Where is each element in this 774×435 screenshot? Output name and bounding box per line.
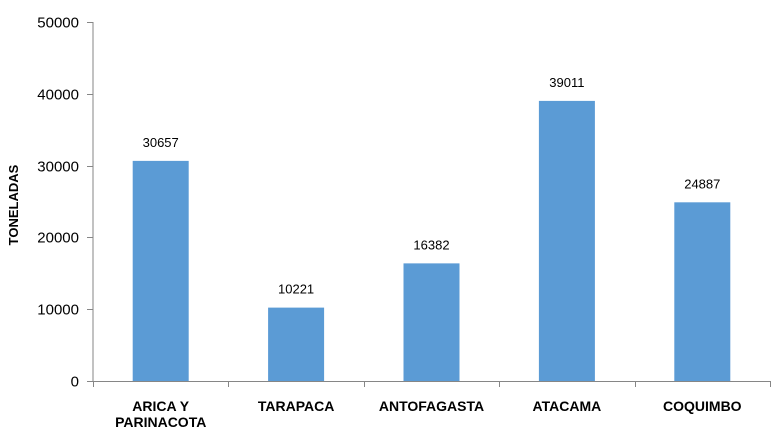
data-label: 39011 [549, 75, 584, 90]
data-label: 16382 [413, 237, 449, 252]
y-tick-label: 20000 [37, 230, 79, 247]
data-label: 10221 [278, 282, 314, 297]
data-label: 24887 [684, 176, 720, 191]
bar [674, 202, 731, 381]
x-category-label: PARINACOTA [115, 414, 206, 430]
bar [268, 307, 325, 381]
y-tick-label: 0 [71, 374, 79, 391]
y-tick-label: 10000 [37, 302, 79, 319]
x-category-label: ARICA Y [132, 398, 189, 414]
x-category-label: ATACAMA [533, 398, 602, 414]
y-axis-title: TONELADAS [6, 164, 21, 245]
y-axis: 0 10000 20000 30000 40000 50000 [37, 15, 94, 391]
bar [132, 160, 189, 381]
x-category-label: COQUIMBO [663, 398, 742, 414]
bar [538, 100, 595, 382]
y-tick-label: 50000 [37, 15, 79, 32]
data-label: 30657 [143, 135, 179, 150]
y-tick-label: 30000 [37, 159, 79, 176]
x-category-label: ANTOFAGASTA [379, 398, 484, 414]
data-labels: 30657 10221 16382 39011 24887 [143, 75, 721, 297]
bar [403, 263, 460, 381]
y-tick-label: 40000 [37, 87, 79, 104]
bars [132, 100, 731, 382]
x-category-label: TARAPACA [258, 398, 334, 414]
